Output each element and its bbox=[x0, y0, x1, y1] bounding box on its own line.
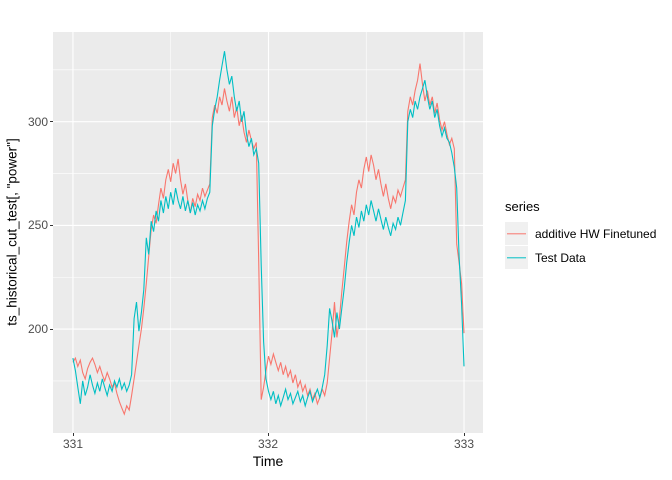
x-tick-mark-331 bbox=[73, 433, 74, 436]
y-tick-label: 200 bbox=[27, 322, 48, 336]
x-tick-mark-332 bbox=[268, 433, 269, 436]
legend-item: Test Data bbox=[505, 246, 656, 269]
legend-key-line-icon bbox=[507, 256, 526, 259]
y-tick-label: 250 bbox=[27, 218, 48, 232]
plot-area-svg bbox=[53, 32, 483, 433]
legend-item: additive HW Finetuned bbox=[505, 222, 656, 245]
x-tick-mark-333 bbox=[464, 433, 465, 436]
series-line-additive-hw-finetuned bbox=[72, 63, 465, 416]
legend-key-line-icon bbox=[507, 232, 526, 235]
x-tick-label: 333 bbox=[453, 437, 475, 451]
legend-item-label: Test Data bbox=[535, 250, 586, 265]
x-tick-label: 331 bbox=[62, 437, 84, 451]
plot-panel bbox=[53, 32, 483, 433]
series-line-test-data bbox=[72, 51, 465, 408]
y-axis-title: ts_historical_cut_test[, "power"] bbox=[4, 138, 20, 326]
y-tick-mark-250 bbox=[50, 225, 53, 226]
y-tick-label: 300 bbox=[27, 115, 48, 129]
y-tick-mark-300 bbox=[50, 121, 53, 122]
legend-key-swatch bbox=[505, 246, 528, 269]
legend-item-label: additive HW Finetuned bbox=[535, 226, 657, 241]
legend: series additive HW Finetuned Test Data bbox=[505, 199, 656, 270]
legend-key-swatch bbox=[505, 222, 528, 245]
x-axis-title: Time bbox=[252, 453, 284, 469]
x-tick-label: 332 bbox=[257, 437, 279, 451]
legend-title: series bbox=[505, 199, 540, 214]
y-tick-mark-200 bbox=[50, 329, 53, 330]
